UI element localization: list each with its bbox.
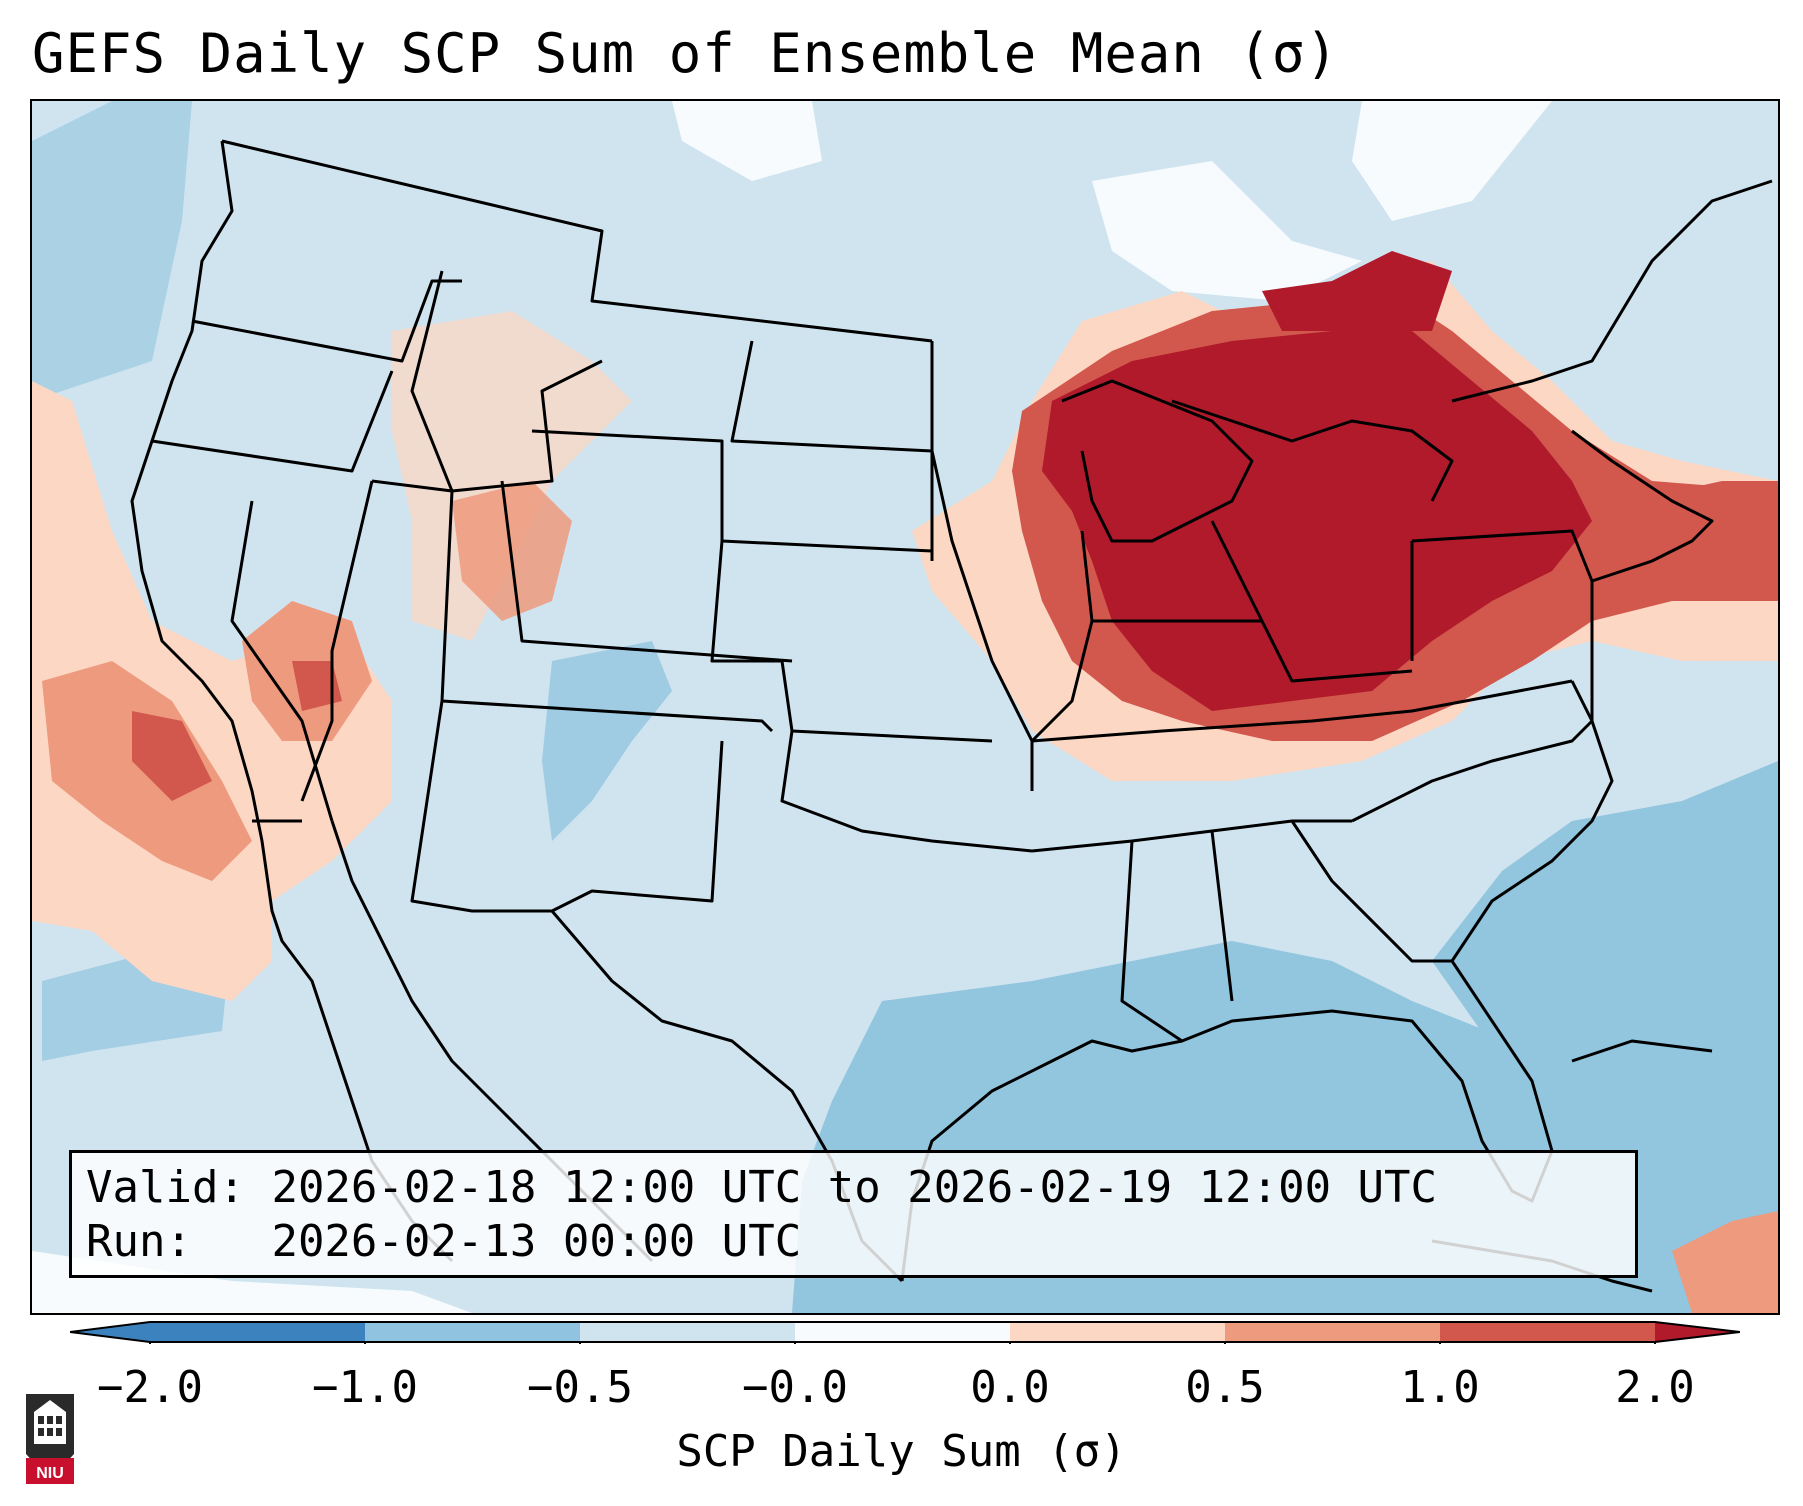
- canada-neutral-patch-2: [1352, 101, 1552, 221]
- colorbar-tick-label: −2.0: [97, 1362, 203, 1413]
- colorbar-tick-label: 2.0: [1615, 1362, 1695, 1413]
- nevada-positive-high: [292, 661, 342, 711]
- map-canvas: [32, 101, 1778, 1313]
- border-in-oh-wv: [1092, 619, 1413, 683]
- colorbar-tick-label: −0.5: [527, 1362, 633, 1413]
- colorbar-tick-label: 0.5: [1185, 1362, 1265, 1413]
- caribbean-positive-mid: [1672, 1211, 1778, 1313]
- valid-label: Valid:: [86, 1162, 245, 1213]
- florida-coastline: [1120, 840, 1554, 1203]
- border-illinois-indiana: [1030, 530, 1094, 743]
- colorbar-segment: [365, 1322, 580, 1342]
- north-neutral-patch: [672, 101, 822, 181]
- colorbar-tick-label: 1.0: [1400, 1362, 1480, 1413]
- colorbar-extend-low: [70, 1322, 150, 1342]
- colorbar-segment: [150, 1322, 365, 1342]
- lake-michigan-outline: [1061, 379, 1254, 543]
- southeast-atlantic-coastline: [1450, 680, 1614, 962]
- border-ga-sc: [1290, 820, 1452, 963]
- run-value: 2026-02-13 00:00 UTC: [271, 1216, 802, 1267]
- border-or-ca-nv: [151, 370, 394, 473]
- colorbar-tick-label: −1.0: [312, 1362, 418, 1413]
- logo-text: NIU: [36, 1465, 64, 1482]
- colorbar-segment: [795, 1322, 1010, 1342]
- st-lawrence-coastline: [1451, 179, 1773, 403]
- california-positive-high: [132, 711, 212, 801]
- colorbar-segment: [580, 1322, 795, 1342]
- border-nc-va: [1351, 661, 1594, 823]
- valid-run-info-box: Valid: 2026-02-18 12:00 UTC to 2026-02-1…: [69, 1150, 1638, 1278]
- niu-logo: NIU: [26, 1394, 74, 1484]
- canada-neutral-patch: [1092, 161, 1362, 301]
- atlantic-negative-region: [1432, 761, 1778, 1101]
- rockies-positive-light: [392, 311, 632, 641]
- border-us-canada-west: [221, 139, 933, 343]
- border-tn-ky: [1031, 679, 1573, 743]
- bahamas-outline: [1571, 1039, 1713, 1063]
- colorbar-extend-high: [1655, 1322, 1740, 1342]
- chart-title: GEFS Daily SCP Sum of Ensemble Mean (σ): [32, 22, 1339, 85]
- run-label: Run:: [86, 1216, 192, 1267]
- border-al-ga: [1210, 830, 1234, 1002]
- colorbar-tick-label: 0.0: [970, 1362, 1050, 1413]
- map-panel[interactable]: Valid: 2026-02-18 12:00 UTC to 2026-02-1…: [30, 99, 1780, 1315]
- great-lakes-positive-high: [1042, 331, 1592, 711]
- border-nevada: [230, 500, 334, 822]
- colorbar-segment: [1225, 1322, 1440, 1342]
- pacific-negative-region: [32, 101, 192, 401]
- colorbar-tick-label: −0.0: [742, 1362, 848, 1413]
- colorbar-segment: [1440, 1322, 1655, 1342]
- quebec-positive-high: [1262, 251, 1452, 331]
- border-colorado-kansas: [710, 540, 993, 743]
- border-oklahoma-texas: [780, 730, 1033, 853]
- border-nd-sd-mn: [730, 340, 934, 561]
- border-wa-or: [191, 279, 462, 363]
- border-wyoming-colorado: [500, 480, 793, 663]
- new-england-coastline: [1571, 429, 1714, 583]
- border-nv-ut: [300, 480, 374, 802]
- south-neutral-patch: [32, 1251, 472, 1313]
- west-coastline: [130, 140, 454, 1263]
- border-mn-iowa-missouri: [930, 341, 1034, 791]
- colorbar-segment: [1010, 1322, 1225, 1342]
- border-michigan-ohio: [1210, 520, 1264, 622]
- lake-huron-erie-outline: [1171, 399, 1454, 502]
- colorbar-label: SCP Daily Sum (σ): [676, 1426, 1127, 1477]
- southwest-negative-patch: [542, 641, 672, 841]
- valid-value: 2026-02-18 12:00 UTC to 2026-02-19 12:00…: [271, 1162, 1438, 1213]
- west-coast-positive-light: [32, 381, 392, 1001]
- colorbar: [70, 1321, 1740, 1344]
- border-wy-sd: [531, 429, 933, 553]
- border-pa-ny-nj: [1411, 529, 1594, 661]
